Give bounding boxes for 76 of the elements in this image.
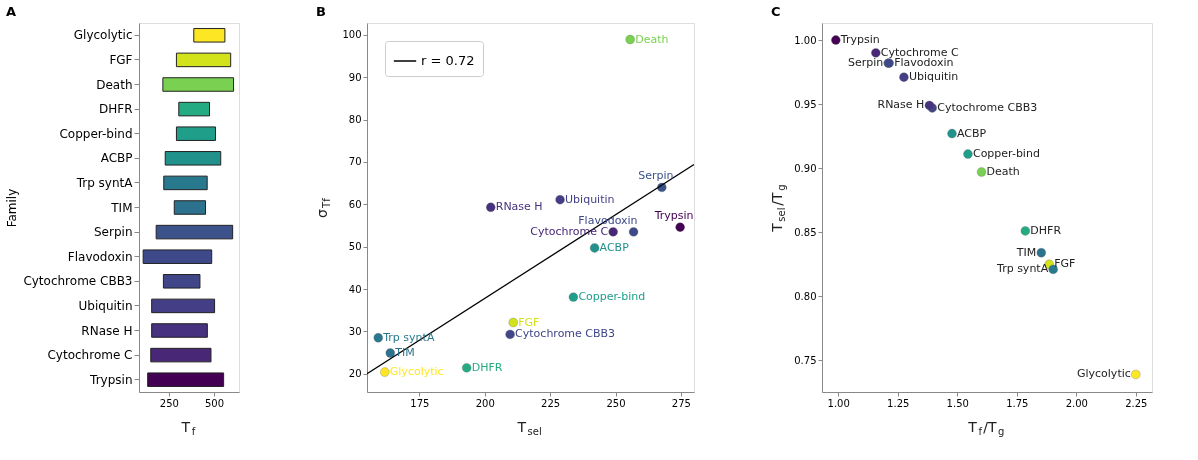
y-tick-label: Cytochrome CBB3: [23, 274, 133, 289]
y-axis-title: Family: [5, 188, 20, 228]
series-label: Death: [986, 165, 1020, 179]
y-tick-label: 1.00: [794, 34, 817, 46]
y-tick-label: 0.90: [794, 162, 817, 174]
series-label: FGF: [1054, 257, 1076, 271]
y-tick-label: Ubiquitin: [78, 298, 133, 313]
x-tick-label: 1.75: [1006, 397, 1029, 409]
y-tick-label: 0.75: [794, 354, 817, 366]
series-label: Flavodoxin: [894, 56, 954, 70]
y-tick-label: Cytochrome C: [47, 348, 133, 363]
x-tick-label: 500: [205, 397, 225, 409]
series-label: Glycolytic: [1076, 367, 1131, 381]
y-tick-label: 30: [348, 325, 362, 337]
series-label: TIM: [1015, 245, 1037, 259]
series-label: Cytochrome CBB3: [515, 327, 616, 341]
y-tick-label: ACBP: [100, 151, 133, 166]
series-label: RNase H: [495, 200, 543, 214]
x-tick-label: 225: [541, 397, 561, 409]
y-axis-title: Tsel/Tg: [769, 184, 787, 233]
y-tick-label: Flavodoxin: [67, 249, 133, 264]
y-tick-label: Copper-bind: [59, 126, 133, 141]
series-label: Cytochrome CBB3: [937, 100, 1038, 114]
y-tick-label: 0.85: [794, 226, 817, 238]
y-tick-label: 40: [348, 283, 362, 295]
series-label: Trypsin: [839, 33, 880, 47]
y-tick-label: 20: [348, 368, 362, 380]
series-label: DHFR: [1030, 223, 1062, 237]
series-label: RNase H: [877, 98, 925, 112]
series-label: Cytochrome C: [880, 45, 960, 59]
y-tick-label: 50: [348, 241, 362, 253]
series-label: DHFR: [471, 360, 503, 374]
series-label: Ubiquitin: [908, 70, 959, 84]
y-tick-label: 0.80: [794, 290, 817, 302]
chart-title: B: [316, 4, 326, 19]
series-label: Death: [635, 32, 669, 46]
legend-label: r = 0.72: [421, 53, 475, 68]
x-tick-label: 2.00: [1065, 397, 1088, 409]
y-tick-label: Serpin: [94, 225, 133, 240]
y-axis-title: σTf: [314, 197, 332, 219]
series-label: Serpin: [638, 169, 674, 183]
y-tick-label: Glycolytic: [73, 28, 133, 43]
series-label: FGF: [518, 315, 540, 329]
x-tick-label: 1.25: [887, 397, 910, 409]
chart-title: C: [771, 4, 781, 19]
y-tick-label: FGF: [109, 52, 133, 67]
y-tick-label: 0.95: [794, 98, 817, 110]
y-tick-label: 80: [348, 114, 362, 126]
series-label: Glycolytic: [389, 365, 444, 379]
series-label: Ubiquitin: [565, 192, 615, 206]
y-tick-label: 90: [348, 71, 362, 83]
x-tick-label: 275: [671, 397, 691, 409]
series-label: Serpin: [847, 56, 884, 70]
series-label: Trypsin: [653, 209, 694, 223]
x-tick-label: 1.50: [946, 397, 969, 409]
y-tick-label: 60: [348, 198, 362, 210]
y-tick-label: 100: [342, 29, 362, 41]
y-tick-label: DHFR: [98, 102, 133, 117]
series-label: Trp syntA: [996, 262, 1049, 276]
y-tick-label: Death: [96, 77, 133, 92]
series-label: ACBP: [599, 240, 630, 254]
text: A: [5, 4, 16, 19]
y-tick-label: 70: [348, 156, 362, 168]
x-tick-label: 200: [475, 397, 495, 409]
x-tick-label: 1.00: [827, 397, 850, 409]
y-tick-label: Trp syntA: [75, 175, 134, 190]
x-tick-label: 250: [159, 397, 179, 409]
y-tick-label: TIM: [110, 200, 133, 215]
series-label: Copper-bind: [972, 147, 1040, 161]
x-tick-label: 2.25: [1125, 397, 1148, 409]
series-label: ACBP: [957, 126, 987, 140]
y-tick-label: RNase H: [81, 323, 133, 338]
x-tick-label: 250: [606, 397, 626, 409]
x-tick-label: 175: [410, 397, 430, 409]
y-tick-label: Trypsin: [89, 372, 133, 387]
series-label: Copper-bind: [578, 290, 646, 304]
